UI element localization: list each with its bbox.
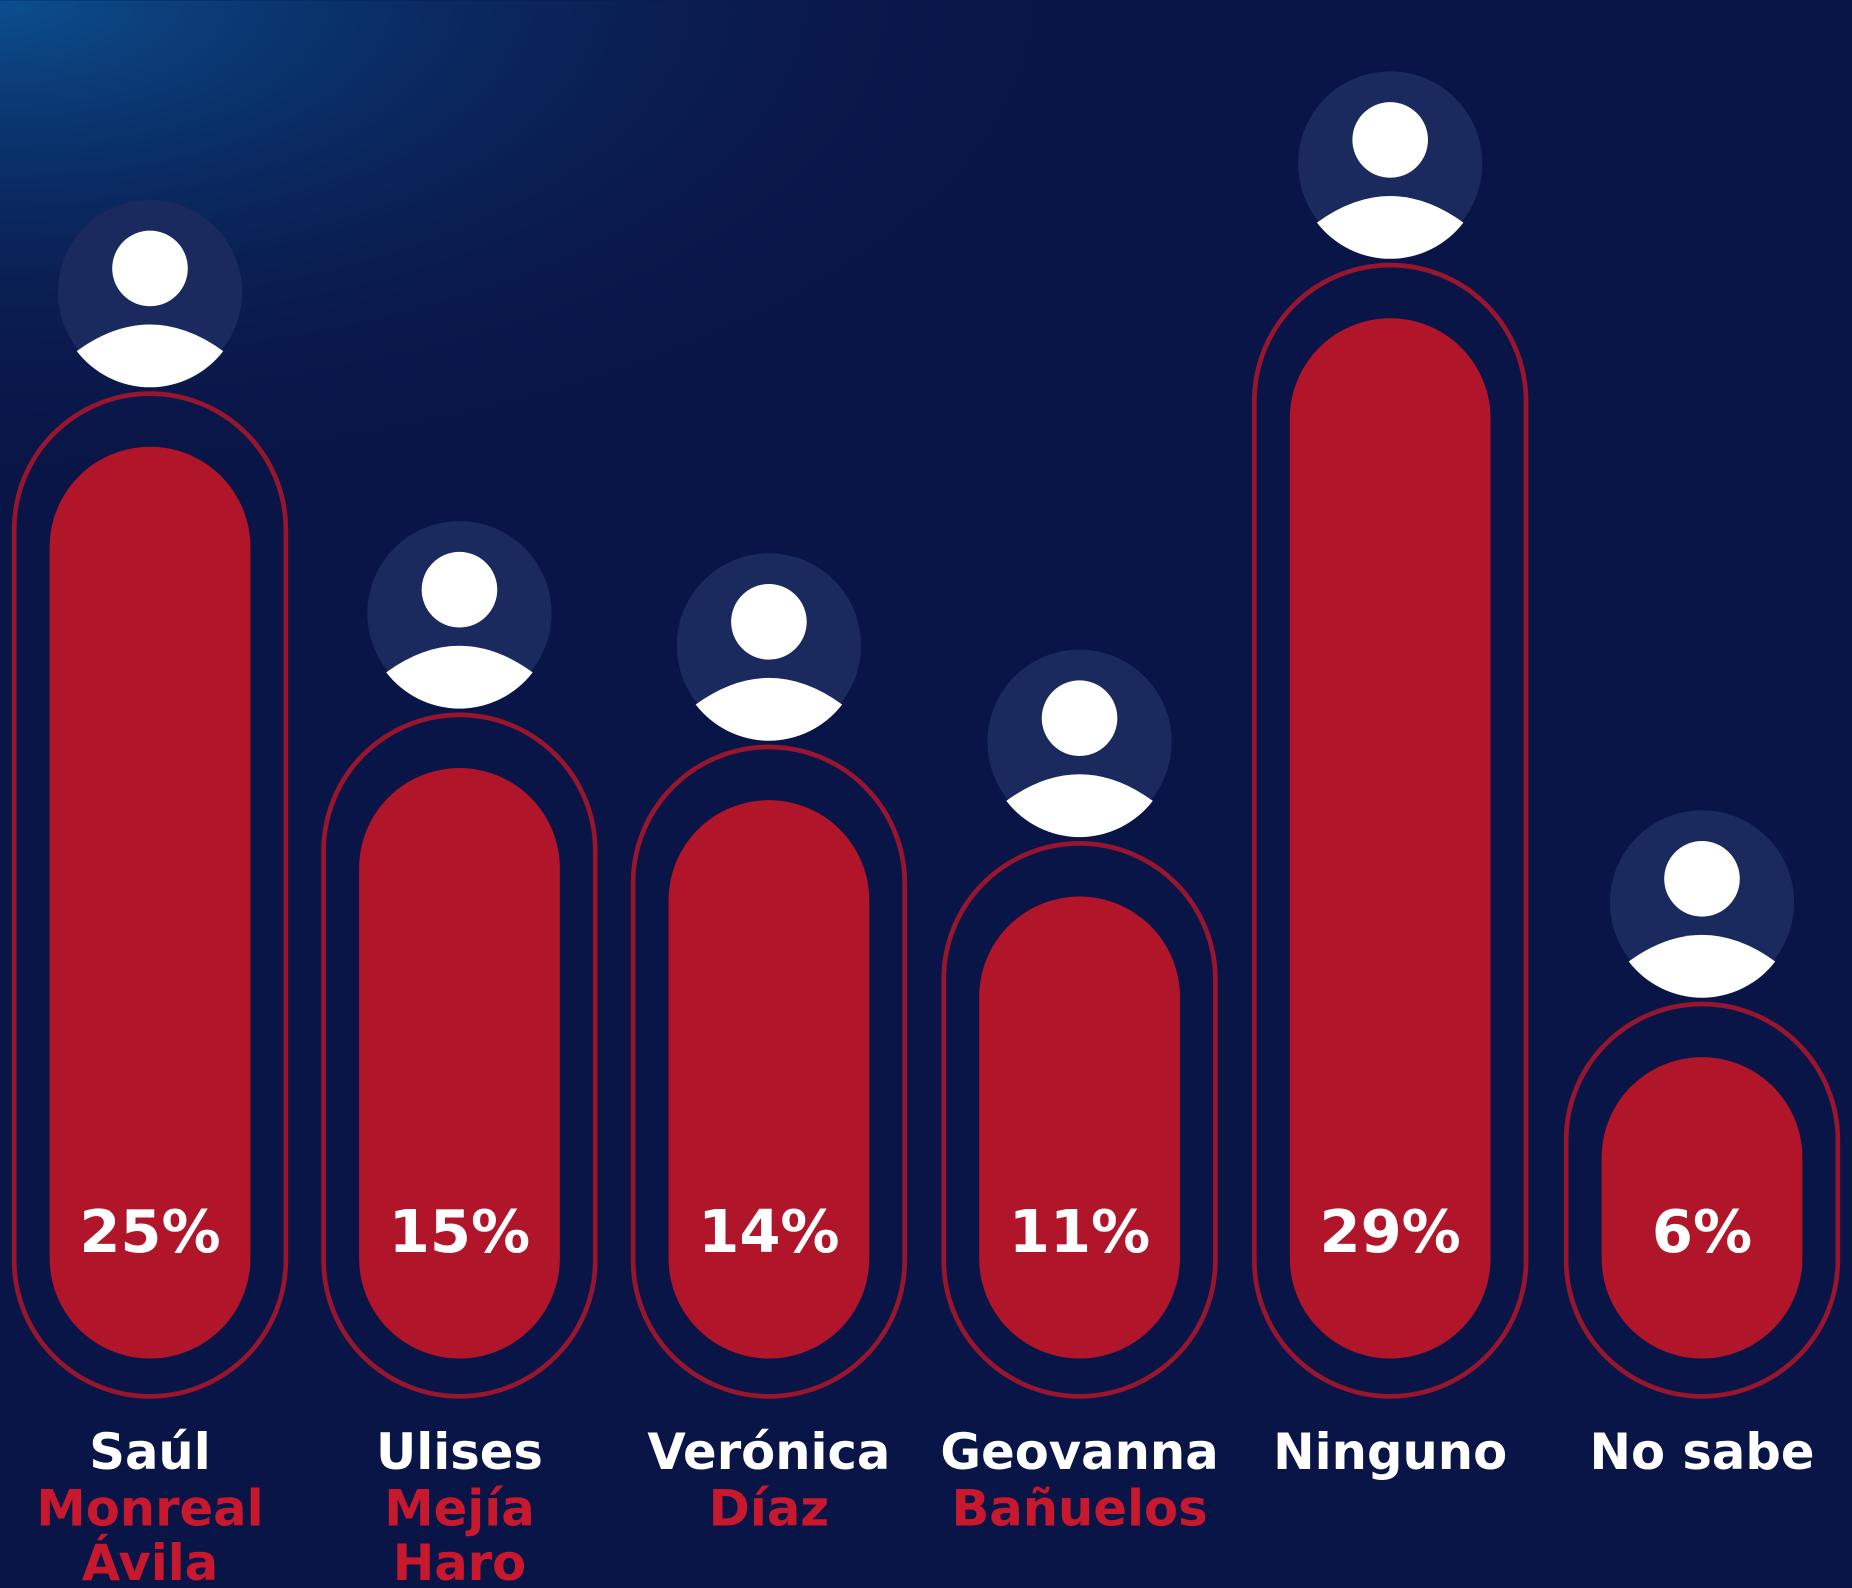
category-label: No sabe [1590,1423,1815,1481]
avatar-shoulders [76,324,224,388]
bar-outline [11,391,289,1399]
bar-outline [321,712,598,1399]
bar [1289,318,1491,1359]
category-label: Ninguno [1273,1423,1507,1481]
category-label: Geovanna [940,1423,1218,1481]
value-label: 29% [1320,1197,1461,1266]
category-surname: Díaz [709,1480,830,1538]
value-label: 6% [1652,1197,1752,1266]
category-label: Verónica [647,1423,890,1481]
background-glow [0,0,1852,828]
value-label: 25% [79,1197,220,1266]
bar-outline [1563,1001,1841,1399]
avatar-shoulders [1316,195,1464,259]
avatar-head [1352,102,1428,178]
avatar-shoulders [1006,774,1153,838]
value-label: 11% [1009,1197,1150,1266]
avatar-head [1664,841,1740,917]
bar-outline [630,744,908,1399]
value-label: 15% [389,1197,530,1266]
bar [359,768,560,1359]
category-surname: Ávila [82,1533,218,1588]
category-label: Saúl [89,1423,211,1481]
bar [49,446,251,1359]
category-surname: Haro [393,1534,527,1588]
category-surname: Mejía [384,1480,534,1538]
avatar-shoulders [1628,934,1776,998]
avatar-head [1041,680,1118,756]
category-surname: Monreal [36,1480,263,1538]
category-surname: Bañuelos [951,1480,1207,1538]
avatar-shoulders [695,677,843,741]
bar [979,896,1180,1359]
avatar-shoulders [386,645,533,709]
bar [1601,1057,1803,1359]
category-label: Ulises [376,1423,543,1481]
bar [668,800,870,1359]
bar-outline [1251,262,1529,1399]
avatar-head [421,551,498,628]
value-label: 14% [698,1197,839,1266]
avatar-head [731,583,807,660]
avatar-head [112,230,188,307]
bar-outline [941,841,1218,1399]
